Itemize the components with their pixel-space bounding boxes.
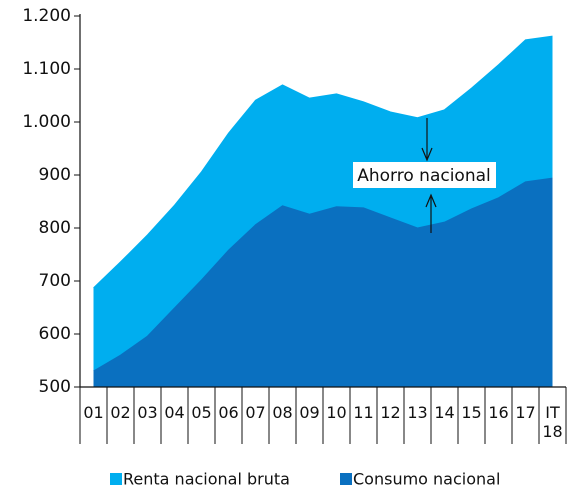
x-tick-label: 02 [110, 403, 131, 422]
x-tick-label: 17 [515, 403, 536, 422]
arrow-head [425, 193, 437, 208]
legend-label: Consumo nacional [353, 470, 500, 489]
x-tick-label: 06 [218, 403, 239, 422]
x-tick-label: 13 [407, 403, 428, 422]
x-tick-label: 01 [83, 403, 104, 422]
x-tick-label: 12 [380, 403, 401, 422]
area-fill [93, 178, 553, 387]
x-tick-label: 15 [461, 403, 482, 422]
x-tick-label: 04 [164, 403, 185, 422]
x-tick-label: 11 [353, 403, 374, 422]
area-line [93, 35, 553, 289]
area-line [93, 177, 553, 372]
y-tick-label: 1.000 [22, 112, 71, 132]
y-tick-label: 1.200 [22, 6, 71, 26]
y-tick-label: 700 [39, 271, 71, 291]
annotation: Ahorro nacional [357, 166, 491, 186]
y-tick-label: 800 [39, 218, 71, 238]
arrow-head [421, 147, 433, 162]
x-tick-label: 14 [434, 403, 455, 422]
x-tick-label: 07 [245, 403, 266, 422]
y-tick-label: 900 [39, 165, 71, 185]
x-tick-label: 03 [137, 403, 158, 422]
y-tick-label: 600 [39, 324, 71, 344]
x-tick-label: 05 [191, 403, 212, 422]
legend-swatch [110, 473, 122, 485]
legend-label: Renta nacional bruta [123, 470, 290, 489]
annotation-box [353, 162, 496, 188]
y-tick-label: 500 [39, 377, 71, 397]
x-tick-label: 10 [326, 403, 347, 422]
x-tick-label: 08 [272, 403, 293, 422]
y-tick-label: 1.100 [22, 59, 71, 79]
x-tick-label: IT 18 [542, 403, 563, 441]
x-tick-label: 16 [488, 403, 509, 422]
legend-swatch [340, 473, 352, 485]
x-tick-label: 09 [299, 403, 320, 422]
